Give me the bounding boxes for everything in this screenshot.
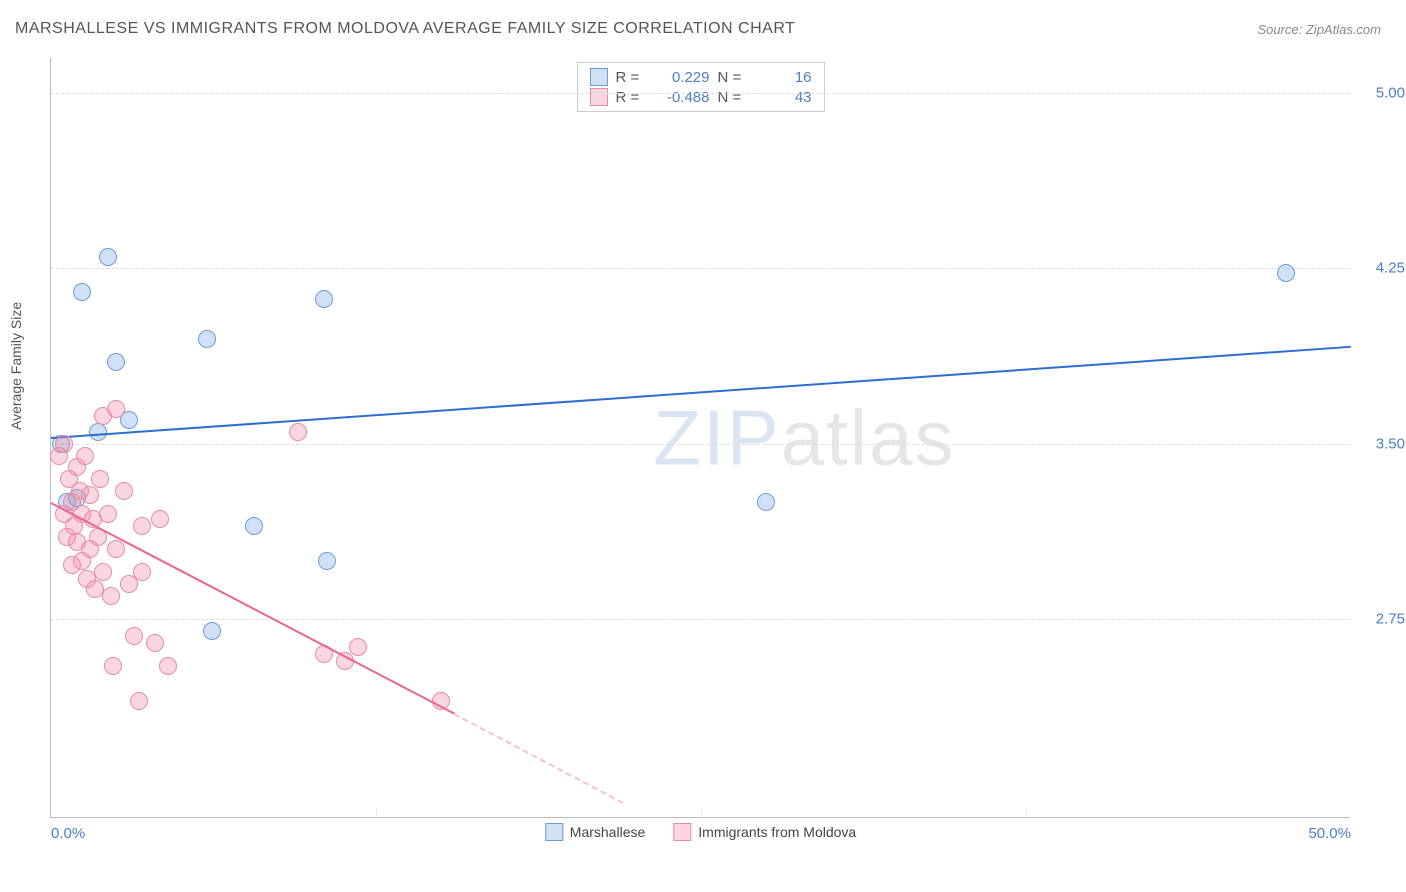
gridline-v — [701, 808, 702, 818]
y-tick-label: 5.00 — [1357, 85, 1405, 102]
data-point — [55, 435, 73, 453]
data-point — [73, 283, 91, 301]
data-point — [89, 423, 107, 441]
chart-title: MARSHALLESE VS IMMIGRANTS FROM MOLDOVA A… — [15, 20, 795, 38]
y-tick-label: 3.50 — [1357, 435, 1405, 452]
watermark: ZIPatlas — [653, 392, 955, 483]
data-point — [146, 634, 164, 652]
source-label: Source: — [1257, 22, 1305, 37]
n-value: 16 — [754, 69, 812, 86]
gridline-v — [376, 808, 377, 818]
data-point — [159, 657, 177, 675]
data-point — [133, 563, 151, 581]
source-credit: Source: ZipAtlas.com — [1257, 22, 1381, 37]
gridline-h — [51, 93, 1350, 94]
data-point — [94, 563, 112, 581]
legend-stat-row: R = -0.488 N = 43 — [590, 87, 812, 107]
data-point — [76, 447, 94, 465]
data-point — [130, 692, 148, 710]
legend-item: Immigrants from Moldova — [673, 823, 856, 841]
legend-swatch — [590, 88, 608, 106]
data-point — [91, 470, 109, 488]
data-point — [203, 622, 221, 640]
r-label: R = — [616, 89, 644, 106]
data-point — [99, 248, 117, 266]
legend-series: Marshallese Immigrants from Moldova — [545, 823, 856, 841]
x-tick-label: 0.0% — [51, 825, 85, 842]
data-point — [289, 423, 307, 441]
plot-area: ZIPatlas R =0.229N =16R =-0.488N =43 Mar… — [50, 58, 1350, 818]
n-label: N = — [718, 89, 746, 106]
gridline-h — [51, 619, 1350, 620]
data-point — [81, 486, 99, 504]
legend-swatch — [545, 823, 563, 841]
trend-line — [51, 346, 1351, 439]
data-point — [245, 517, 263, 535]
data-point — [757, 493, 775, 511]
legend-label: Immigrants from Moldova — [698, 824, 856, 840]
gridline-h — [51, 268, 1350, 269]
data-point — [107, 540, 125, 558]
legend-swatch — [673, 823, 691, 841]
gridline-v — [1026, 808, 1027, 818]
r-value: 0.229 — [652, 69, 710, 86]
y-tick-label: 4.25 — [1357, 260, 1405, 277]
y-axis-label: Average Family Size — [8, 302, 24, 430]
r-label: R = — [616, 69, 644, 86]
data-point — [349, 638, 367, 656]
data-point — [102, 587, 120, 605]
data-point — [125, 627, 143, 645]
legend-stat-row: R = 0.229 N = 16 — [590, 67, 812, 87]
y-tick-label: 2.75 — [1357, 611, 1405, 628]
data-point — [133, 517, 151, 535]
data-point — [151, 510, 169, 528]
n-value: 43 — [754, 89, 812, 106]
data-point — [107, 400, 125, 418]
n-label: N = — [718, 69, 746, 86]
data-point — [107, 353, 125, 371]
data-point — [1277, 264, 1295, 282]
watermark-part1: ZIP — [653, 393, 780, 481]
data-point — [99, 505, 117, 523]
r-value: -0.488 — [652, 89, 710, 106]
watermark-part2: atlas — [781, 393, 956, 481]
data-point — [318, 552, 336, 570]
legend-stats: R = 0.229 N = 16 R = -0.488 N = 43 — [577, 62, 825, 112]
x-tick-label: 50.0% — [1308, 825, 1351, 842]
source-name: ZipAtlas.com — [1306, 22, 1381, 37]
data-point — [104, 657, 122, 675]
data-point — [315, 290, 333, 308]
data-point — [115, 482, 133, 500]
gridline-h — [51, 444, 1350, 445]
trend-line — [454, 713, 624, 804]
data-point — [198, 330, 216, 348]
legend-swatch — [590, 68, 608, 86]
legend-label: Marshallese — [570, 824, 645, 840]
legend-item: Marshallese — [545, 823, 645, 841]
